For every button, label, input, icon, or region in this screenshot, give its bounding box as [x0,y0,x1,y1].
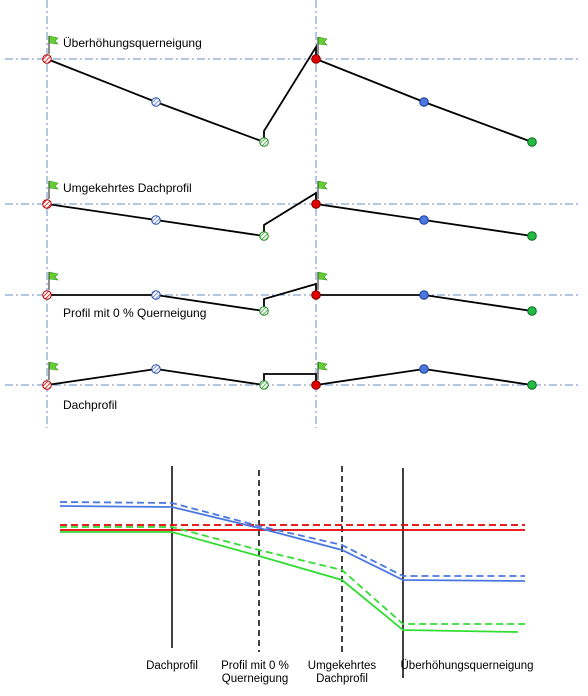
profile-ueberhoehung: Überhöhungsquerneigung [42,35,537,147]
green-line-solid [60,531,519,633]
node-blue [419,290,429,300]
node-blue [419,215,429,225]
profile-step-connector [263,282,317,311]
flag-icon [48,361,59,381]
transition-label-umgekehrt-line2: Dachprofil [316,673,368,685]
node-red-hatched [42,199,52,209]
green-line-dashed [60,526,525,625]
node-red [311,54,321,64]
node-red [311,380,321,390]
node-green [527,231,537,241]
profile-label: Dachprofil [63,398,117,412]
node-blue-hatched [151,290,161,300]
node-green-hatched [259,137,269,147]
transition-label-null-querneigung-line2: Querneigung [222,673,289,685]
node-green [527,137,537,147]
transition-diagram: Dachprofil Profil mit 0 % Querneigung Um… [59,466,534,685]
node-blue-hatched [151,215,161,225]
profile-label: Umgekehrtes Dachprofil [63,181,192,195]
transition-label-ueberhoehung: Überhöhungsquerneigung [401,660,534,672]
flag-icon [48,271,59,291]
profile-null-querneigung: Profil mit 0 % Querneigung [42,271,537,320]
profile-label: Überhöhungsquerneigung [63,36,202,50]
blue-line-dashed [59,501,525,577]
blue-line-solid [59,505,526,582]
profile-step-connector [263,191,317,236]
node-blue-hatched [151,364,161,374]
profiles-panel: Überhöhungsquerneigung Umgekehrtes Dachp… [5,0,580,428]
profile-dachprofil: Dachprofil [42,361,537,412]
node-green-hatched [259,306,269,316]
node-green-hatched [259,231,269,241]
flag-icon [48,180,59,200]
flag-icon [317,271,328,291]
profile-step-connector [263,43,317,142]
node-blue [419,364,429,374]
node-red-hatched [42,54,52,64]
node-red-hatched [42,290,52,300]
profile-umgekehrtes-dachprofil: Umgekehrtes Dachprofil [42,180,537,241]
profile-step-connector [263,373,317,385]
flag-icon [48,35,59,55]
transition-label-umgekehrt-line1: Umgekehrtes [308,660,377,672]
node-green [527,306,537,316]
transition-label-dachprofil: Dachprofil [146,660,198,672]
flag-icon [317,36,328,56]
transition-label-null-querneigung-line1: Profil mit 0 % [221,660,289,672]
node-green [527,380,537,390]
profile-label: Profil mit 0 % Querneigung [63,306,206,320]
node-green-hatched [259,380,269,390]
node-blue [419,97,429,107]
flag-icon [317,180,328,200]
node-blue-hatched [151,97,161,107]
node-red [311,290,321,300]
node-red-hatched [42,380,52,390]
flag-icon [317,361,328,381]
node-red [311,199,321,209]
